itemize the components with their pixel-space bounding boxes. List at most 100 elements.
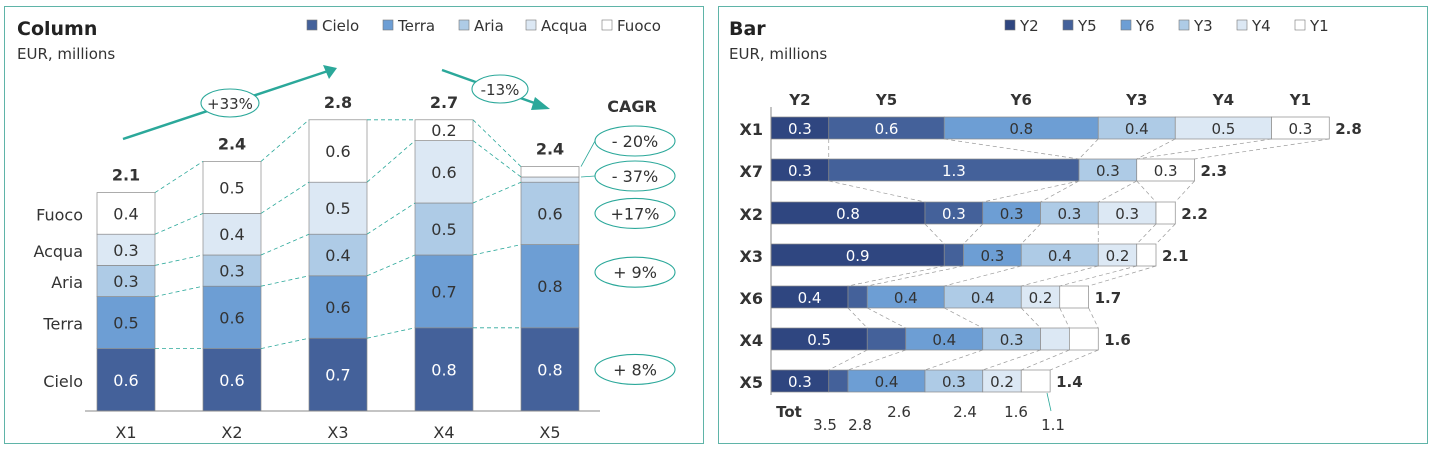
growth-bubble-up — [200, 88, 260, 118]
connector-line — [1174, 180, 1195, 203]
cagr-bubble — [594, 125, 676, 157]
legend-swatch-aria — [458, 19, 470, 31]
tot-value: 3.5 — [813, 416, 837, 434]
growth-arrowhead-down — [531, 97, 550, 110]
bar-cielo-x5 — [520, 327, 580, 412]
data-label-aria-x1: 0.3 — [113, 272, 138, 291]
legend-swatch-acqua — [525, 19, 537, 31]
connector-line — [1021, 265, 1099, 287]
total-label-x6: 1.7 — [1095, 289, 1122, 307]
connector-line — [366, 327, 416, 339]
cagr-title: CAGR — [607, 97, 657, 116]
connector-line — [1098, 180, 1137, 203]
total-label-x2: 2.4 — [218, 134, 246, 153]
legend-swatch-y1 — [1294, 19, 1306, 31]
tot-leader-line — [1046, 392, 1052, 412]
column-header-y2: Y2 — [788, 91, 810, 109]
data-label-y2-x2: 0.8 — [836, 205, 860, 223]
legend-label-terra: Terra — [397, 17, 435, 35]
data-label-y2-x3: 0.9 — [846, 247, 870, 265]
connector-line — [366, 140, 416, 183]
data-label-y4-x5: 0.2 — [990, 373, 1014, 391]
legend-label-fuoco: Fuoco — [617, 17, 661, 35]
x-tick-x3: X3 — [327, 423, 348, 442]
tot-value: 1.6 — [1004, 403, 1028, 421]
data-label-y3-x2: 0.3 — [1057, 205, 1081, 223]
bar-fuoco-x2 — [202, 161, 262, 214]
connector-line — [260, 233, 310, 256]
data-label-y3-x1: 0.4 — [1125, 120, 1149, 138]
y-tick-x3: X3 — [740, 247, 763, 266]
legend-label-aria: Aria — [474, 17, 504, 35]
bar-y1-x5 — [1020, 369, 1051, 393]
data-label-cielo-x1: 0.6 — [113, 371, 138, 390]
cagr-bubble — [594, 256, 676, 288]
cagr-value: - 20% — [612, 132, 658, 151]
cagr-bubble — [594, 197, 676, 229]
column-chart: Column EUR, millions Cielo Terra Aria Acqua Fu… — [17, 17, 676, 442]
cagr-leader-line — [580, 140, 596, 167]
connector-line — [1078, 138, 1099, 160]
column-chart-panel: Column EUR, millions Cielo Terra Aria Acqua Fu… — [4, 6, 704, 444]
data-label-y2-x1: 0.3 — [788, 120, 812, 138]
bar-chart-panel: Bar EUR, millions Y2 Y5 Y6 Y3 Y4 Y1 0.3 0.6 0.8 0.4… — [718, 6, 1428, 444]
data-label-y6-x6: 0.4 — [894, 289, 918, 307]
chart-title: Bar — [729, 18, 766, 40]
legend-label-y6: Y6 — [1135, 17, 1155, 35]
bar-cielo-x3 — [308, 337, 368, 412]
connector-line — [154, 285, 204, 297]
connector-line — [1155, 223, 1176, 245]
bar-cielo-x1 — [96, 348, 156, 412]
bar-y5-x6 — [847, 285, 868, 309]
connector-line — [1021, 349, 1070, 371]
data-label-acqua-x4: 0.6 — [431, 163, 456, 182]
data-label-acqua-x2: 0.4 — [219, 225, 244, 244]
bar-acqua-x1 — [96, 233, 156, 266]
data-label-y6-x5: 0.4 — [875, 373, 899, 391]
legend-label-y2: Y2 — [1019, 17, 1039, 35]
cagr-bubble — [594, 160, 676, 192]
connector-line — [1136, 138, 1272, 160]
bar-terra-x2 — [202, 285, 262, 349]
connector-line — [1194, 138, 1330, 160]
legend-swatch-terra — [382, 19, 394, 31]
legend-swatch-y4 — [1236, 19, 1248, 31]
connector-line — [154, 213, 204, 235]
bar-acqua-x5 — [520, 176, 580, 183]
legend-label-y3: Y3 — [1193, 17, 1213, 35]
data-label-y6-x2: 0.3 — [1000, 205, 1024, 223]
data-label-acqua-x3: 0.5 — [325, 199, 350, 218]
data-label-y3-x5: 0.3 — [942, 373, 966, 391]
bar-aria-x4 — [414, 202, 474, 256]
data-label-y3-x7: 0.3 — [1096, 162, 1120, 180]
bar-terra-x4 — [414, 254, 474, 329]
connector-line — [982, 349, 1041, 371]
data-label-fuoco-x4: 0.2 — [431, 121, 456, 140]
data-label-terra-x4: 0.7 — [431, 282, 456, 301]
connector-line — [1059, 307, 1070, 329]
tot-value: 2.8 — [848, 416, 872, 434]
connector-line — [847, 349, 906, 371]
connector-line — [867, 265, 964, 287]
connector-line — [867, 307, 906, 329]
y-tick-x4: X4 — [740, 331, 763, 350]
total-label-x4: 1.6 — [1104, 331, 1131, 349]
data-label-fuoco-x3: 0.6 — [325, 142, 350, 161]
connector-line — [847, 265, 945, 287]
data-label-fuoco-x2: 0.5 — [219, 178, 244, 197]
legend-label-acqua: Acqua — [541, 17, 587, 35]
connector-line — [260, 275, 310, 287]
total-label-x7: 2.3 — [1201, 162, 1228, 180]
connector-line — [1040, 180, 1080, 203]
bar-aria-x3 — [308, 233, 368, 277]
tot-value: 2.6 — [887, 403, 911, 421]
data-label-y2-x7: 0.3 — [788, 162, 812, 180]
connector-line — [982, 180, 1080, 203]
data-label-y3-x4: 0.3 — [1000, 331, 1024, 349]
connector-line — [154, 254, 204, 266]
connector-line — [847, 307, 868, 329]
cagr-value: - 37% — [612, 167, 658, 186]
cagr-value: + 9% — [613, 263, 657, 282]
bar-y5-x5 — [828, 369, 849, 393]
bar-y1-x7 — [1136, 158, 1195, 182]
